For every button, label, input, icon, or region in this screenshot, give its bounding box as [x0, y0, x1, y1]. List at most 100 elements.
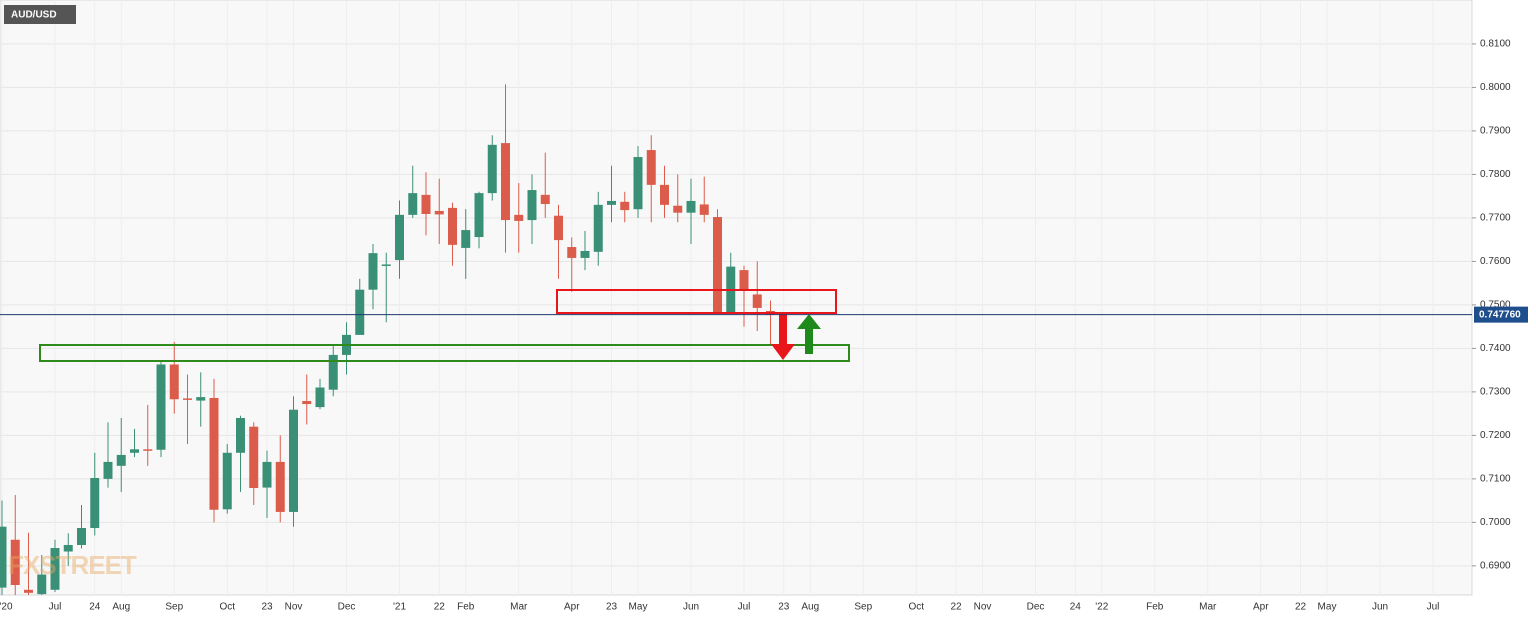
candle-body	[209, 397, 219, 510]
candle-body	[607, 200, 616, 205]
candle-body	[355, 289, 365, 335]
candle-body	[63, 544, 73, 552]
x-tick-label: Apr	[1253, 602, 1269, 613]
candle-body	[183, 398, 192, 400]
y-tick-label: 0.7000	[1480, 517, 1511, 528]
x-tick-label: '22	[1095, 602, 1108, 613]
candle-body	[686, 200, 696, 213]
candle-body	[527, 190, 537, 221]
x-tick-label: Mar	[1199, 602, 1217, 613]
y-tick-label: 0.6900	[1480, 560, 1511, 571]
x-tick-label: 22	[950, 602, 962, 613]
annotations	[39, 289, 850, 362]
x-tick-label: Sep	[854, 602, 872, 613]
candle-body	[739, 270, 749, 291]
y-tick-label: 0.7100	[1480, 474, 1511, 485]
x-tick-label: 24	[1070, 602, 1082, 613]
candle-body	[222, 452, 232, 510]
x-tick-label: Jun	[683, 602, 699, 613]
candle-body	[249, 426, 259, 489]
candle-body	[395, 214, 404, 261]
candle-body	[315, 387, 325, 408]
candle-body	[37, 574, 47, 595]
candle-body	[169, 364, 179, 400]
candle-body	[554, 215, 563, 241]
x-tick-label: May	[1318, 602, 1337, 613]
candle-body	[10, 539, 20, 585]
x-tick-label: 23	[606, 602, 618, 613]
candle-body	[580, 250, 590, 258]
y-tick-label: 0.7200	[1480, 430, 1511, 441]
x-tick-label: Jul	[1427, 602, 1440, 613]
x-tick-label: Mar	[510, 602, 528, 613]
y-tick-label: 0.7800	[1480, 169, 1511, 180]
candle-body	[501, 143, 510, 221]
x-tick-label: Jun	[1372, 602, 1388, 613]
candle-body	[262, 461, 272, 488]
x-tick-label: May	[629, 602, 648, 613]
x-tick-label: Dec	[338, 602, 356, 613]
resistance-zone	[556, 289, 837, 314]
x-tick-label: Jul	[738, 602, 751, 613]
candle-body	[130, 449, 139, 453]
y-tick-label: 0.7700	[1480, 213, 1511, 224]
support-zone	[39, 344, 850, 362]
y-tick-label: 0.7500	[1480, 300, 1511, 311]
candle-body	[116, 454, 126, 466]
candle-body	[368, 253, 378, 290]
watermark: FXSTREET	[8, 550, 137, 580]
chart-title: AUD/USD	[11, 10, 57, 21]
candle-body	[90, 478, 100, 529]
y-tick-label: 0.8100	[1480, 39, 1511, 50]
candle-body	[24, 589, 33, 593]
axes: 0.6900 0.7000 0.7100 0.7200 0.7300 0.7400 0.75…	[0, 39, 1528, 613]
last-price-badge	[1474, 306, 1528, 323]
x-tick-label: 24	[89, 602, 101, 613]
x-tick-label: Nov	[974, 602, 992, 613]
x-tick-label: Oct	[908, 602, 924, 613]
candle-body	[0, 526, 7, 588]
y-tick-label: 0.8000	[1480, 82, 1511, 93]
candle-body	[77, 528, 86, 545]
y-tick-label: 0.7400	[1480, 343, 1511, 354]
candle-body	[408, 193, 418, 215]
x-tick-label: Feb	[1146, 602, 1164, 613]
candle-body	[196, 397, 206, 401]
candle-body	[540, 194, 550, 204]
candle-body	[567, 247, 577, 258]
y-tick-label: 0.7600	[1480, 256, 1511, 267]
x-tick-label: Sep	[165, 602, 183, 613]
up-arrow	[797, 314, 821, 354]
x-tick-label: 22	[1295, 602, 1307, 613]
candle-body	[302, 401, 312, 405]
candle-body	[156, 364, 166, 450]
candle-body	[660, 184, 669, 205]
candle-body	[713, 217, 722, 313]
x-tick-label: Feb	[457, 602, 475, 613]
x-tick-label: Dec	[1027, 602, 1045, 613]
x-tick-label: Oct	[219, 602, 235, 613]
candle-body	[236, 417, 245, 453]
x-tick-label: '21	[393, 602, 406, 613]
x-tick-label: Aug	[112, 602, 130, 613]
candle-body	[474, 193, 484, 238]
x-tick-label: Nov	[285, 602, 303, 613]
x-tick-label: 23	[778, 602, 790, 613]
last-price-label: 0.747760	[1479, 309, 1521, 320]
x-tick-label: '20	[0, 602, 13, 613]
x-tick-label: 23	[261, 602, 273, 613]
plot-area	[0, 0, 1473, 596]
x-tick-label: 22	[434, 602, 446, 613]
grid	[0, 43, 1472, 567]
down-arrow	[771, 314, 795, 360]
candle-body	[461, 230, 471, 248]
x-tick-label: Apr	[564, 602, 580, 613]
candles	[0, 84, 775, 595]
symbol-badge	[4, 5, 76, 24]
candle-body	[752, 294, 762, 308]
candle-body	[275, 461, 285, 512]
candle-body	[50, 548, 60, 590]
candle-body	[421, 194, 431, 214]
x-tick-label: Jul	[49, 602, 62, 613]
